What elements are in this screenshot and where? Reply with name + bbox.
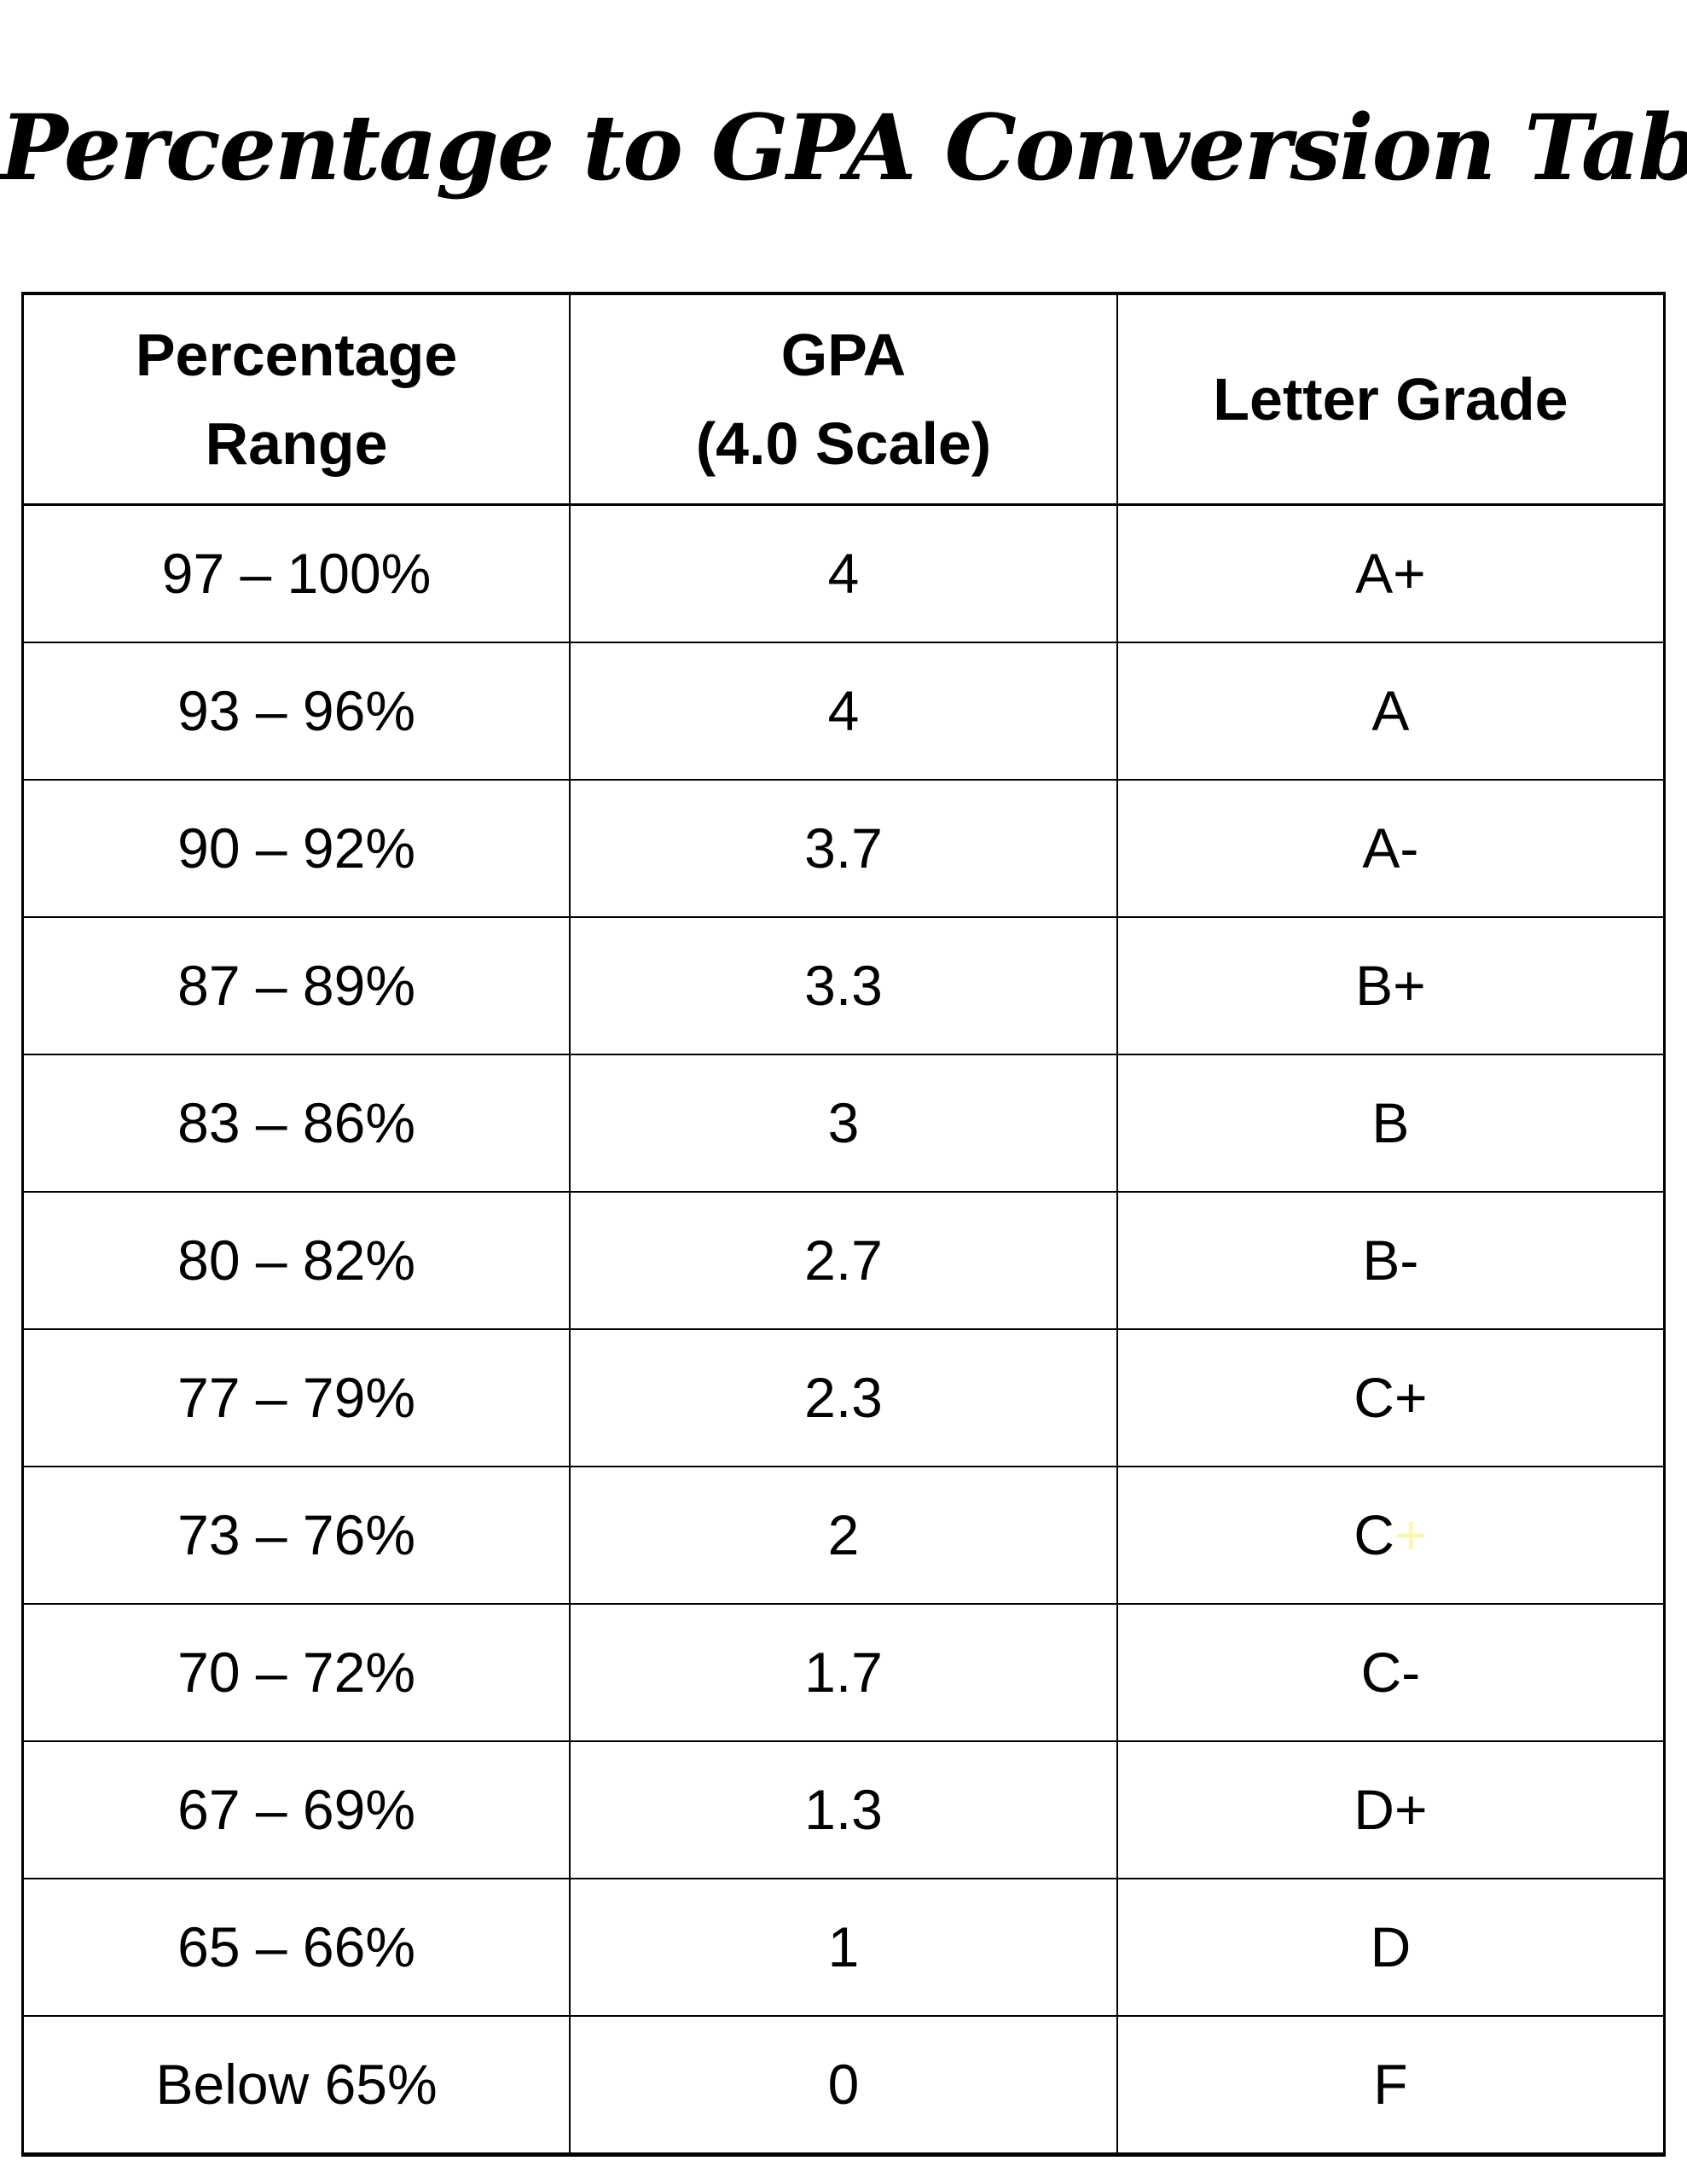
gpa-conversion-table: Percentage Range GPA (4.0 Scale) Letter … bbox=[21, 292, 1666, 2157]
page-title: Percentage to GPA Conversion Table bbox=[0, 94, 1687, 201]
table-row: 93 – 96% 4 A bbox=[21, 642, 1666, 781]
cell-percentage-range: 70 – 72% bbox=[21, 1603, 571, 1742]
table-header-row: Percentage Range GPA (4.0 Scale) Letter … bbox=[21, 293, 1666, 506]
letter-grade-suffix-highlighted: + bbox=[1394, 1503, 1428, 1567]
cell-gpa: 1 bbox=[569, 1878, 1118, 2017]
cell-percentage-range: 77 – 79% bbox=[21, 1328, 571, 1467]
header-line: Letter Grade bbox=[1213, 366, 1568, 433]
cell-percentage-range: 67 – 69% bbox=[21, 1740, 571, 1879]
cell-letter-grade: A bbox=[1116, 642, 1666, 781]
letter-grade-text: C- bbox=[1360, 1641, 1421, 1705]
cell-letter-grade: C+ bbox=[1116, 1328, 1666, 1467]
cell-letter-grade: D+ bbox=[1116, 1740, 1666, 1879]
cell-gpa: 4 bbox=[569, 503, 1118, 643]
letter-grade-text: D bbox=[1370, 1915, 1412, 1979]
cell-gpa: 1.7 bbox=[569, 1603, 1118, 1742]
table-row: 83 – 86% 3 B bbox=[21, 1054, 1666, 1193]
cell-gpa: 3.3 bbox=[569, 916, 1118, 1055]
header-line: Range bbox=[205, 410, 388, 477]
cell-percentage-range: 80 – 82% bbox=[21, 1191, 571, 1330]
cell-percentage-range: 87 – 89% bbox=[21, 916, 571, 1055]
cell-percentage-range: Below 65% bbox=[21, 2015, 571, 2156]
table-row: 80 – 82% 2.7 B- bbox=[21, 1191, 1666, 1330]
gpa-table-body: 97 – 100% 4 A+ 93 – 96% 4 A 90 – 92% 3.7 A- 87 – … bbox=[21, 503, 1666, 2156]
table-row: 67 – 69% 1.3 D+ bbox=[21, 1740, 1666, 1879]
letter-grade-text: C bbox=[1354, 1503, 1394, 1567]
cell-percentage-range: 73 – 76% bbox=[21, 1466, 571, 1605]
cell-letter-grade: B bbox=[1116, 1054, 1666, 1193]
letter-grade-text: B- bbox=[1362, 1228, 1419, 1292]
cell-gpa: 2.3 bbox=[569, 1328, 1118, 1467]
letter-grade-text: A+ bbox=[1355, 542, 1426, 606]
cell-percentage-range: 90 – 92% bbox=[21, 779, 571, 918]
cell-gpa: 2 bbox=[569, 1466, 1118, 1605]
letter-grade-text: B+ bbox=[1355, 954, 1426, 1018]
table-row: 90 – 92% 3.7 A- bbox=[21, 779, 1666, 918]
table-row: 77 – 79% 2.3 C+ bbox=[21, 1328, 1666, 1467]
cell-letter-grade: B- bbox=[1116, 1191, 1666, 1330]
letter-grade-text: D+ bbox=[1354, 1778, 1428, 1842]
cell-letter-grade: A- bbox=[1116, 779, 1666, 918]
letter-grade-text: F bbox=[1373, 2053, 1408, 2117]
header-line: Percentage bbox=[135, 322, 458, 388]
cell-letter-grade: F bbox=[1116, 2015, 1666, 2156]
table-header: Percentage Range GPA (4.0 Scale) Letter … bbox=[21, 293, 1666, 506]
cell-percentage-range: 83 – 86% bbox=[21, 1054, 571, 1193]
table-row: 97 – 100% 4 A+ bbox=[21, 503, 1666, 643]
cell-gpa: 0 bbox=[569, 2015, 1118, 2156]
cell-letter-grade: B+ bbox=[1116, 916, 1666, 1055]
cell-letter-grade: A+ bbox=[1116, 503, 1666, 643]
cell-percentage-range: 97 – 100% bbox=[21, 503, 571, 643]
table-row: 73 – 76% 2 C+ bbox=[21, 1466, 1666, 1605]
header-letter-grade: Letter Grade bbox=[1116, 293, 1666, 506]
cell-percentage-range: 65 – 66% bbox=[21, 1878, 571, 2017]
letter-grade-text: A bbox=[1371, 679, 1410, 743]
cell-percentage-range: 93 – 96% bbox=[21, 642, 571, 781]
letter-grade-text: C+ bbox=[1354, 1366, 1428, 1430]
table-row: Below 65% 0 F bbox=[21, 2015, 1666, 2156]
cell-gpa: 2.7 bbox=[569, 1191, 1118, 1330]
cell-gpa: 3.7 bbox=[569, 779, 1118, 918]
cell-letter-grade: D bbox=[1116, 1878, 1666, 2017]
letter-grade-text: B bbox=[1371, 1091, 1410, 1155]
cell-gpa: 4 bbox=[569, 642, 1118, 781]
header-percentage-range: Percentage Range bbox=[21, 293, 571, 506]
table-row: 70 – 72% 1.7 C- bbox=[21, 1603, 1666, 1742]
cell-gpa: 3 bbox=[569, 1054, 1118, 1193]
table-row: 87 – 89% 3.3 B+ bbox=[21, 916, 1666, 1055]
header-line: (4.0 Scale) bbox=[695, 410, 992, 477]
table-row: 65 – 66% 1 D bbox=[21, 1878, 1666, 2017]
cell-letter-grade: C+ bbox=[1116, 1466, 1666, 1605]
header-line: GPA bbox=[780, 322, 907, 388]
cell-gpa: 1.3 bbox=[569, 1740, 1118, 1879]
header-gpa-scale: GPA (4.0 Scale) bbox=[569, 293, 1118, 506]
cell-letter-grade: C- bbox=[1116, 1603, 1666, 1742]
letter-grade-text: A- bbox=[1362, 816, 1419, 880]
